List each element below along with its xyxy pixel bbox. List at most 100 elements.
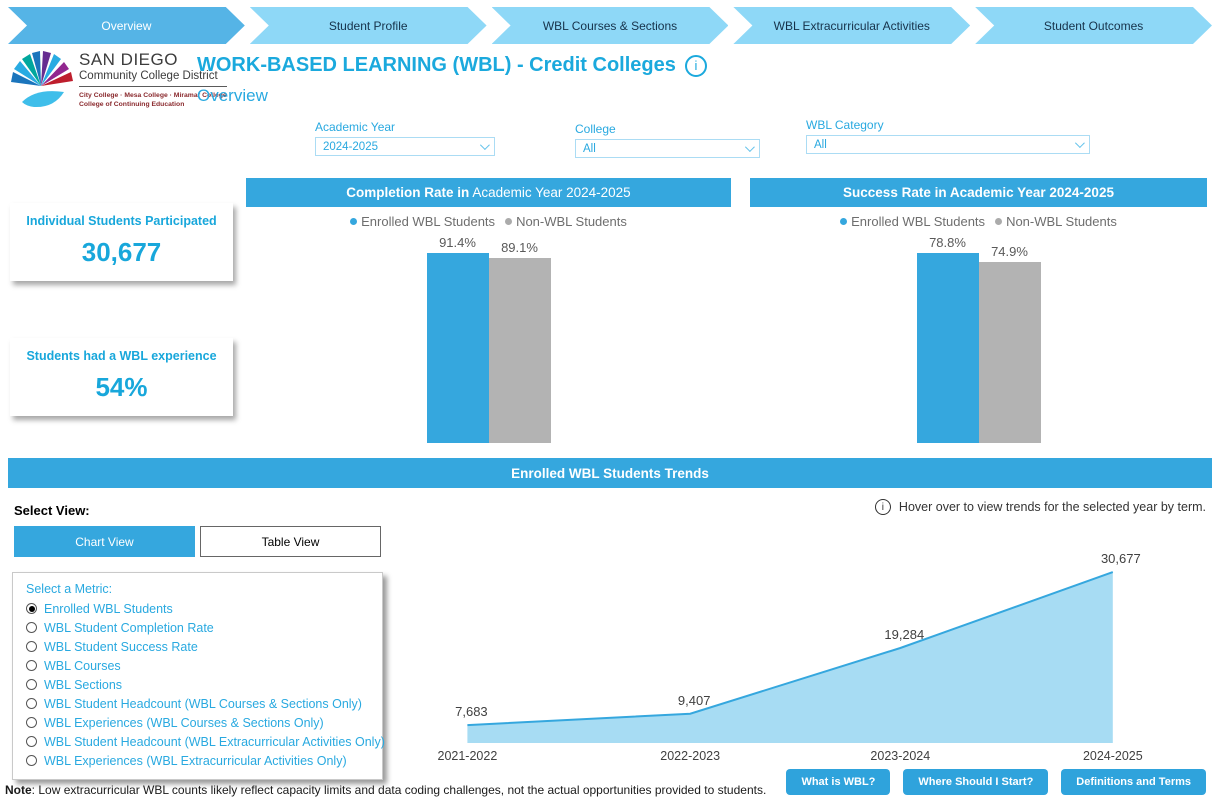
metric-option-enrolled-wbl-students[interactable]: Enrolled WBL Students bbox=[26, 599, 382, 618]
metric-option-label: Enrolled WBL Students bbox=[44, 601, 173, 616]
metric-option-label: WBL Experiences (WBL Extracurricular Act… bbox=[44, 753, 347, 768]
radio-icon[interactable] bbox=[26, 698, 37, 709]
legend-dot-icon bbox=[840, 218, 848, 225]
metric-option-label: WBL Student Headcount (WBL Extracurricul… bbox=[44, 734, 385, 749]
metric-option-wbl-experiences-wbl-extracurricular-activities-only[interactable]: WBL Experiences (WBL Extracurricular Act… bbox=[26, 751, 382, 770]
definitions-and-terms-button[interactable]: Definitions and Terms bbox=[1061, 769, 1206, 795]
radio-icon[interactable] bbox=[26, 736, 37, 747]
radio-selected-icon[interactable] bbox=[26, 603, 37, 614]
kpi-label: Students had a WBL experience bbox=[26, 349, 217, 363]
metric-option-wbl-student-success-rate[interactable]: WBL Student Success Rate bbox=[26, 637, 382, 656]
radio-icon[interactable] bbox=[26, 641, 37, 652]
wbl-category-label: WBL Category bbox=[806, 118, 884, 132]
area-chart-canvas[interactable] bbox=[420, 548, 1210, 748]
college-dropdown[interactable]: All bbox=[575, 139, 760, 158]
logo-subname: Community College District bbox=[79, 70, 227, 87]
bar-non-wbl[interactable] bbox=[978, 262, 1041, 443]
metric-option-label: WBL Student Success Rate bbox=[44, 639, 198, 654]
metric-option-label: WBL Student Headcount (WBL Courses & Sec… bbox=[44, 696, 362, 711]
legend-enrolled-wbl[interactable]: Enrolled WBL Students bbox=[840, 214, 985, 229]
bar-enrolled-wbl[interactable] bbox=[916, 253, 979, 443]
success-rate-plot: 78.8% 74.9% bbox=[750, 231, 1207, 443]
kpi-value: 54% bbox=[95, 372, 148, 402]
page-title: WORK-BASED LEARNING (WBL) - Credit Colle… bbox=[197, 54, 707, 77]
completion-rate-plot: 91.4% 89.1% bbox=[246, 231, 731, 443]
radio-icon[interactable] bbox=[26, 755, 37, 766]
chart-title-bold: Completion Rate in bbox=[346, 185, 470, 200]
metric-option-wbl-student-headcount-wbl-courses-sections-only[interactable]: WBL Student Headcount (WBL Courses & Sec… bbox=[26, 694, 382, 713]
bar-value-label: 78.8% bbox=[929, 235, 966, 250]
legend-non-wbl[interactable]: Non-WBL Students bbox=[505, 214, 627, 229]
chevron-down-icon bbox=[744, 142, 755, 153]
college-value: All bbox=[583, 142, 596, 155]
radio-icon[interactable] bbox=[26, 660, 37, 671]
radio-icon[interactable] bbox=[26, 679, 37, 690]
where-should-i-start-button[interactable]: Where Should I Start? bbox=[903, 769, 1049, 795]
bar-value-label: 89.1% bbox=[501, 240, 538, 255]
select-view-label: Select View: bbox=[14, 503, 90, 518]
nav-tab-student-outcomes[interactable]: Student Outcomes bbox=[975, 7, 1212, 44]
kpi-wbl-experience-pct: Students had a WBL experience 54% bbox=[10, 338, 233, 416]
what-is-wbl-button[interactable]: What is WBL? bbox=[786, 769, 891, 795]
chevron-down-icon bbox=[479, 140, 490, 151]
metric-option-wbl-student-headcount-wbl-extracurricular-activities-only[interactable]: WBL Student Headcount (WBL Extracurricul… bbox=[26, 732, 385, 751]
legend: Enrolled WBL Students Non-WBL Students bbox=[246, 214, 731, 229]
wbl-category-value: All bbox=[814, 138, 827, 151]
radio-icon[interactable] bbox=[26, 717, 37, 728]
success-rate-header: Success Rate in Academic Year 2024-2025 bbox=[750, 178, 1207, 207]
metric-option-label: WBL Sections bbox=[44, 677, 123, 692]
kpi-students-participated: Individual Students Participated 30,677 bbox=[10, 203, 233, 281]
x-axis-label: 2022-2023 bbox=[660, 749, 721, 763]
footnote-bold: Note bbox=[5, 783, 32, 797]
bar-enrolled-wbl[interactable] bbox=[426, 253, 489, 443]
trends-area-chart[interactable]: 7,683 9,407 19,284 30,677 2021-2022 2022… bbox=[420, 548, 1210, 773]
nav-tab-wbl-extracurricular-activities[interactable]: WBL Extracurricular Activities bbox=[733, 7, 970, 44]
chart-title-rest: Academic Year 2024-2025 bbox=[469, 185, 631, 200]
legend-non-wbl[interactable]: Non-WBL Students bbox=[995, 214, 1117, 229]
nav-tab-wbl-courses-sections[interactable]: WBL Courses & Sections bbox=[492, 7, 729, 44]
nav-tab-overview[interactable]: Overview bbox=[8, 7, 245, 44]
metric-option-wbl-courses[interactable]: WBL Courses bbox=[26, 656, 382, 675]
page-title-text: WORK-BASED LEARNING (WBL) - Credit Colle… bbox=[197, 54, 676, 76]
metric-option-label: WBL Experiences (WBL Courses & Sections … bbox=[44, 715, 324, 730]
metric-selector-title: Select a Metric: bbox=[26, 582, 113, 596]
metric-option-wbl-student-completion-rate[interactable]: WBL Student Completion Rate bbox=[26, 618, 382, 637]
help-buttons: What is WBL? Where Should I Start? Defin… bbox=[786, 769, 1206, 795]
title-info-icon[interactable]: i bbox=[684, 54, 707, 77]
academic-year-value: 2024-2025 bbox=[323, 140, 378, 153]
top-nav: Overview Student Profile WBL Courses & Sec… bbox=[8, 7, 1212, 44]
legend-dot-icon bbox=[995, 218, 1003, 225]
footnote: Note: Low extracurricular WBL counts lik… bbox=[5, 783, 766, 797]
table-view-button[interactable]: Table View bbox=[200, 526, 381, 557]
logo-colleges: City College · Mesa College · Miramar Co… bbox=[79, 92, 227, 99]
wbl-category-dropdown[interactable]: All bbox=[806, 135, 1090, 154]
x-axis-label: 2023-2024 bbox=[870, 749, 931, 763]
chart-view-button[interactable]: Chart View bbox=[14, 526, 195, 557]
radio-icon[interactable] bbox=[26, 622, 37, 633]
academic-year-dropdown[interactable]: 2024-2025 bbox=[315, 137, 495, 156]
nav-tab-student-profile[interactable]: Student Profile bbox=[250, 7, 487, 44]
area-value-label: 19,284 bbox=[884, 626, 925, 642]
filter-academic-year: Academic Year 2024-2025 bbox=[315, 120, 495, 156]
district-logo: SAN DIEGO Community College District Cit… bbox=[8, 50, 227, 119]
metric-option-wbl-sections[interactable]: WBL Sections bbox=[26, 675, 382, 694]
filter-wbl-category: WBL Category All bbox=[806, 118, 1090, 154]
filter-college: College All bbox=[575, 122, 760, 158]
legend: Enrolled WBL Students Non-WBL Students bbox=[750, 214, 1207, 229]
hint-info-icon[interactable]: i bbox=[874, 499, 891, 515]
trends-banner: Enrolled WBL Students Trends bbox=[8, 458, 1212, 488]
footnote-text: : Low extracurricular WBL counts likely … bbox=[31, 783, 767, 797]
metric-option-wbl-experiences-wbl-courses-sections-only[interactable]: WBL Experiences (WBL Courses & Sections … bbox=[26, 713, 382, 732]
legend-enrolled-wbl[interactable]: Enrolled WBL Students bbox=[350, 214, 495, 229]
page-subtitle: Overview bbox=[197, 86, 268, 105]
legend-dot-icon bbox=[505, 218, 513, 225]
chevron-down-icon bbox=[1074, 138, 1085, 149]
success-rate-chart: Success Rate in Academic Year 2024-2025 … bbox=[750, 178, 1207, 443]
academic-year-label: Academic Year bbox=[315, 120, 396, 134]
completion-rate-header: Completion Rate in Academic Year 2024-20… bbox=[246, 178, 731, 207]
bar-non-wbl[interactable] bbox=[488, 258, 551, 443]
area-value-label: 9,407 bbox=[677, 692, 711, 708]
metric-list: Enrolled WBL Students WBL Student Complet… bbox=[26, 599, 385, 770]
completion-rate-chart: Completion Rate in Academic Year 2024-20… bbox=[246, 178, 731, 443]
x-axis-label: 2021-2022 bbox=[437, 749, 498, 763]
